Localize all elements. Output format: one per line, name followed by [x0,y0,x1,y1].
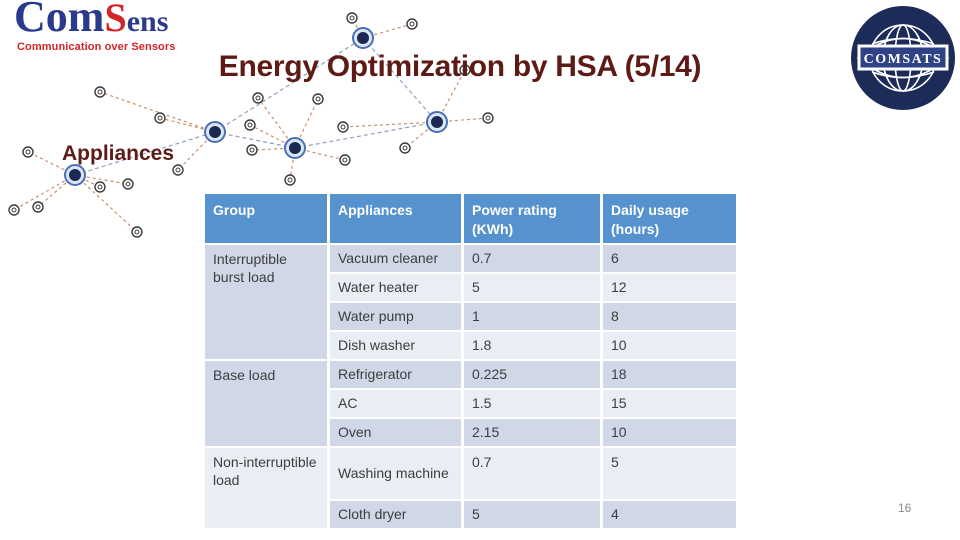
cell-appliance: Vacuum cleaner [330,244,461,272]
cell-appliance: Cloth dryer [330,500,461,528]
cell-appliance: Water pump [330,302,461,330]
header-power-rating: Power rating (KWh) [464,194,600,243]
comsens-logo-wordmark: ComSens [14,0,168,43]
comsens-logo-text-com: Com [14,0,104,41]
header-daily-usage: Daily usage (hours) [603,194,736,243]
cell-power: 1.5 [464,389,600,417]
table-row: Water heater 5 12 [205,273,736,301]
cluster-head-nodes [64,27,448,186]
comsens-tagline: Communication over Sensors [17,41,176,53]
cell-power: 2.15 [464,418,600,446]
group-cell-interruptible: Interruptible burst load [205,244,327,359]
cell-usage: 15 [603,389,736,417]
page-number: 16 [898,501,912,515]
table-row: Oven 2.15 10 [205,418,736,446]
section-heading: Appliances [62,142,175,165]
appliances-table: Group Appliances Power rating (KWh) Dail… [202,192,739,530]
cell-power: 5 [464,273,600,301]
sensor-nodes [8,12,494,238]
table-row: Cloth dryer 5 4 [205,500,736,528]
comsens-logo-text-s: S [104,0,127,40]
header-group: Group [205,194,327,243]
cell-usage: 5 [603,447,736,499]
cell-appliance: Water heater [330,273,461,301]
header-appliances: Appliances [330,194,461,243]
table-header-row: Group Appliances Power rating (KWh) Dail… [205,194,736,243]
cell-appliance: Washing machine [330,447,461,499]
cell-appliance: Dish washer [330,331,461,359]
cell-usage: 8 [603,302,736,330]
cell-power: 0.7 [464,244,600,272]
cell-power: 1.8 [464,331,600,359]
comsats-logo: COMSATS [851,6,955,110]
cell-usage: 10 [603,331,736,359]
comsens-logo-text-ens: ens [126,5,169,38]
cell-appliance: Refrigerator [330,360,461,388]
table-row: Non-interruptible load Washing machine 0… [205,447,736,528]
table-row: Base load Refrigerator 0.225 18 [205,360,736,446]
cell-power: 1 [464,302,600,330]
comsats-logo-label: COMSATS [864,52,943,67]
table-row: Dish washer 1.8 10 [205,331,736,359]
cell-power: 5 [464,500,600,528]
cell-usage: 4 [603,500,736,528]
cell-appliance: Oven [330,418,461,446]
group-cell-base: Base load [205,360,327,446]
slide-title: Energy Optimization by HSA (5/14) [218,50,702,83]
group-cell-non-interruptible: Non-interruptible load [205,447,327,528]
cell-usage: 18 [603,360,736,388]
table-row: Interruptible burst load Vacuum cleaner … [205,244,736,359]
table-row: AC 1.5 15 [205,389,736,417]
sensor-network-diagram [8,12,494,238]
cell-usage: 10 [603,418,736,446]
comsens-com: Com [14,0,105,41]
table-row: Water pump 1 8 [205,302,736,330]
cell-appliance: AC [330,389,461,417]
cell-usage: 6 [603,244,736,272]
cell-usage: 12 [603,273,736,301]
cell-power: 0.7 [464,447,600,499]
cell-power: 0.225 [464,360,600,388]
